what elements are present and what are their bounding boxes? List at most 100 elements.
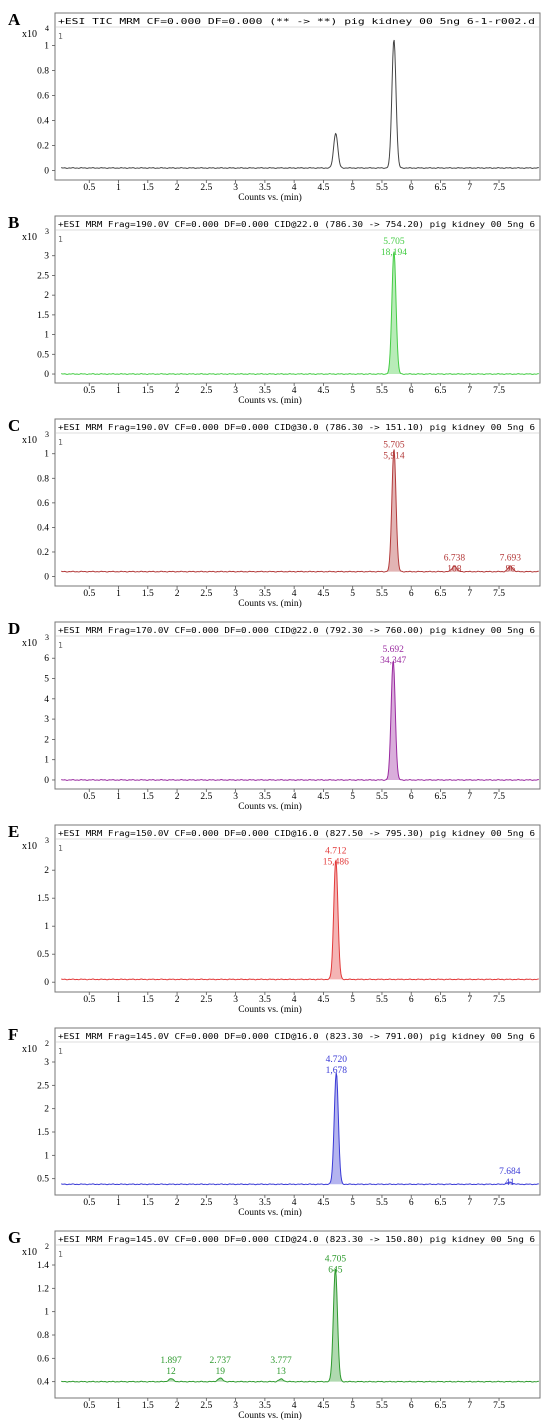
y-tick-label: 1.5: [37, 1128, 49, 1138]
y-tick-label: 0: [44, 167, 49, 177]
x-tick-label: 2.5: [200, 1198, 212, 1208]
y-tick-label: 1: [44, 756, 49, 766]
y-exponent-value: 3: [45, 633, 49, 642]
y-tick-label: 1: [44, 1308, 49, 1318]
plot-frame: [54, 215, 541, 384]
plot-frame: [54, 824, 541, 993]
y-tick-label: 0.6: [37, 499, 49, 509]
y-tick-label: 0: [44, 776, 49, 786]
x-tick-label: 2: [175, 183, 180, 193]
x-tick-label: 5: [350, 1401, 355, 1411]
peak-retention-time-label: 5.705: [383, 237, 405, 247]
plot-frame: [54, 1230, 541, 1399]
trace-index-label: 1: [58, 844, 63, 853]
y-tick-label: 2: [44, 291, 49, 301]
x-tick-label: 6: [409, 589, 414, 599]
x-tick-label: 4: [292, 1198, 297, 1208]
x-tick-label: 3: [233, 183, 238, 193]
x-tick-label: 4: [292, 386, 297, 396]
chromatogram-header: +ESI MRM Frag=190.0V CF=0.000 DF=0.000 C…: [58, 219, 535, 229]
x-tick-label: 4.5: [317, 386, 329, 396]
y-tick-label: 0.4: [37, 117, 49, 127]
peak-area-label: 41: [505, 1178, 515, 1188]
x-tick-label: 7.5: [493, 995, 505, 1005]
x-tick-label: 3.5: [259, 1198, 271, 1208]
peak-retention-time-label: 7.684: [499, 1167, 521, 1177]
panel-letter: D: [8, 619, 20, 638]
y-tick-label: 2.5: [37, 1081, 49, 1091]
y-tick-label: 1.5: [37, 311, 49, 321]
x-tick-label: 0.5: [83, 995, 95, 1005]
x-tick-label: 0.5: [83, 1401, 95, 1411]
x-tick-label: 1.5: [142, 589, 154, 599]
peak-area-label: 108: [447, 565, 462, 575]
y-tick-label: 0.6: [37, 92, 49, 102]
y-tick-label: 2: [44, 1105, 49, 1115]
trace-index-label: 1: [58, 641, 63, 650]
x-tick-label: 7.5: [493, 386, 505, 396]
plot-frame: [54, 418, 541, 587]
x-tick-label: 1.5: [142, 183, 154, 193]
chromatogram-trace: [61, 251, 539, 375]
x-tick-label: 7.5: [493, 1198, 505, 1208]
x-tick-label: 1.5: [142, 1198, 154, 1208]
y-tick-label: 1: [44, 450, 49, 460]
x-axis-label: Counts vs. (min): [238, 192, 302, 203]
y-tick-label: 0.8: [37, 1331, 49, 1341]
peak-retention-time-label: 1.897: [160, 1356, 182, 1366]
y-tick-label: 0.2: [37, 142, 49, 152]
x-tick-label: 2.5: [200, 1401, 212, 1411]
x-tick-label: 5: [350, 386, 355, 396]
x-tick-label: 5.5: [376, 183, 388, 193]
y-exponent-label: x10: [22, 1044, 37, 1055]
x-tick-label: 6.5: [435, 386, 447, 396]
x-axis-label: Counts vs. (min): [238, 801, 302, 812]
peak-retention-time-label: 6.738: [444, 554, 466, 564]
y-tick-label: 1: [44, 1151, 49, 1161]
x-tick-label: 7: [467, 183, 472, 193]
x-tick-label: 7.5: [493, 183, 505, 193]
x-axis-label: Counts vs. (min): [238, 1410, 302, 1421]
chromatogram-trace: [61, 449, 539, 573]
x-tick-label: 0.5: [83, 1198, 95, 1208]
x-tick-label: 2: [175, 386, 180, 396]
x-tick-label: 4.5: [317, 1401, 329, 1411]
chromatogram-header: +ESI TIC MRM CF=0.000 DF=0.000 (** -> **…: [58, 16, 535, 26]
y-tick-label: 1.4: [37, 1261, 49, 1271]
x-axis-label: Counts vs. (min): [238, 1207, 302, 1218]
x-tick-label: 4.5: [317, 589, 329, 599]
y-tick-label: 3: [44, 715, 49, 725]
y-tick-label: 0.2: [37, 548, 49, 558]
y-tick-label: 4: [44, 695, 49, 705]
x-tick-label: 1: [116, 1401, 121, 1411]
y-tick-label: 0.8: [37, 67, 49, 77]
x-tick-label: 3.5: [259, 792, 271, 802]
trace-index-label: 1: [58, 32, 63, 41]
x-tick-label: 1.5: [142, 792, 154, 802]
x-tick-label: 4.5: [317, 792, 329, 802]
y-tick-label: 0: [44, 370, 49, 380]
panel-letter: B: [8, 213, 19, 232]
chromatogram-header: +ESI MRM Frag=190.0V CF=0.000 DF=0.000 C…: [58, 422, 535, 432]
x-tick-label: 7: [467, 589, 472, 599]
x-tick-label: 1.5: [142, 995, 154, 1005]
x-tick-label: 6: [409, 1401, 414, 1411]
x-tick-label: 3.5: [259, 386, 271, 396]
x-tick-label: 2: [175, 589, 180, 599]
peak-area-label: 645: [328, 1266, 343, 1276]
x-tick-label: 5: [350, 792, 355, 802]
x-axis-label: Counts vs. (min): [238, 1004, 302, 1015]
x-tick-label: 7: [467, 1198, 472, 1208]
y-tick-label: 2.5: [37, 271, 49, 281]
peak-retention-time-label: 7.693: [500, 554, 522, 564]
x-tick-label: 1: [116, 386, 121, 396]
x-tick-label: 4: [292, 589, 297, 599]
x-tick-label: 3.5: [259, 995, 271, 1005]
x-tick-label: 2: [175, 1198, 180, 1208]
x-tick-label: 2.5: [200, 589, 212, 599]
